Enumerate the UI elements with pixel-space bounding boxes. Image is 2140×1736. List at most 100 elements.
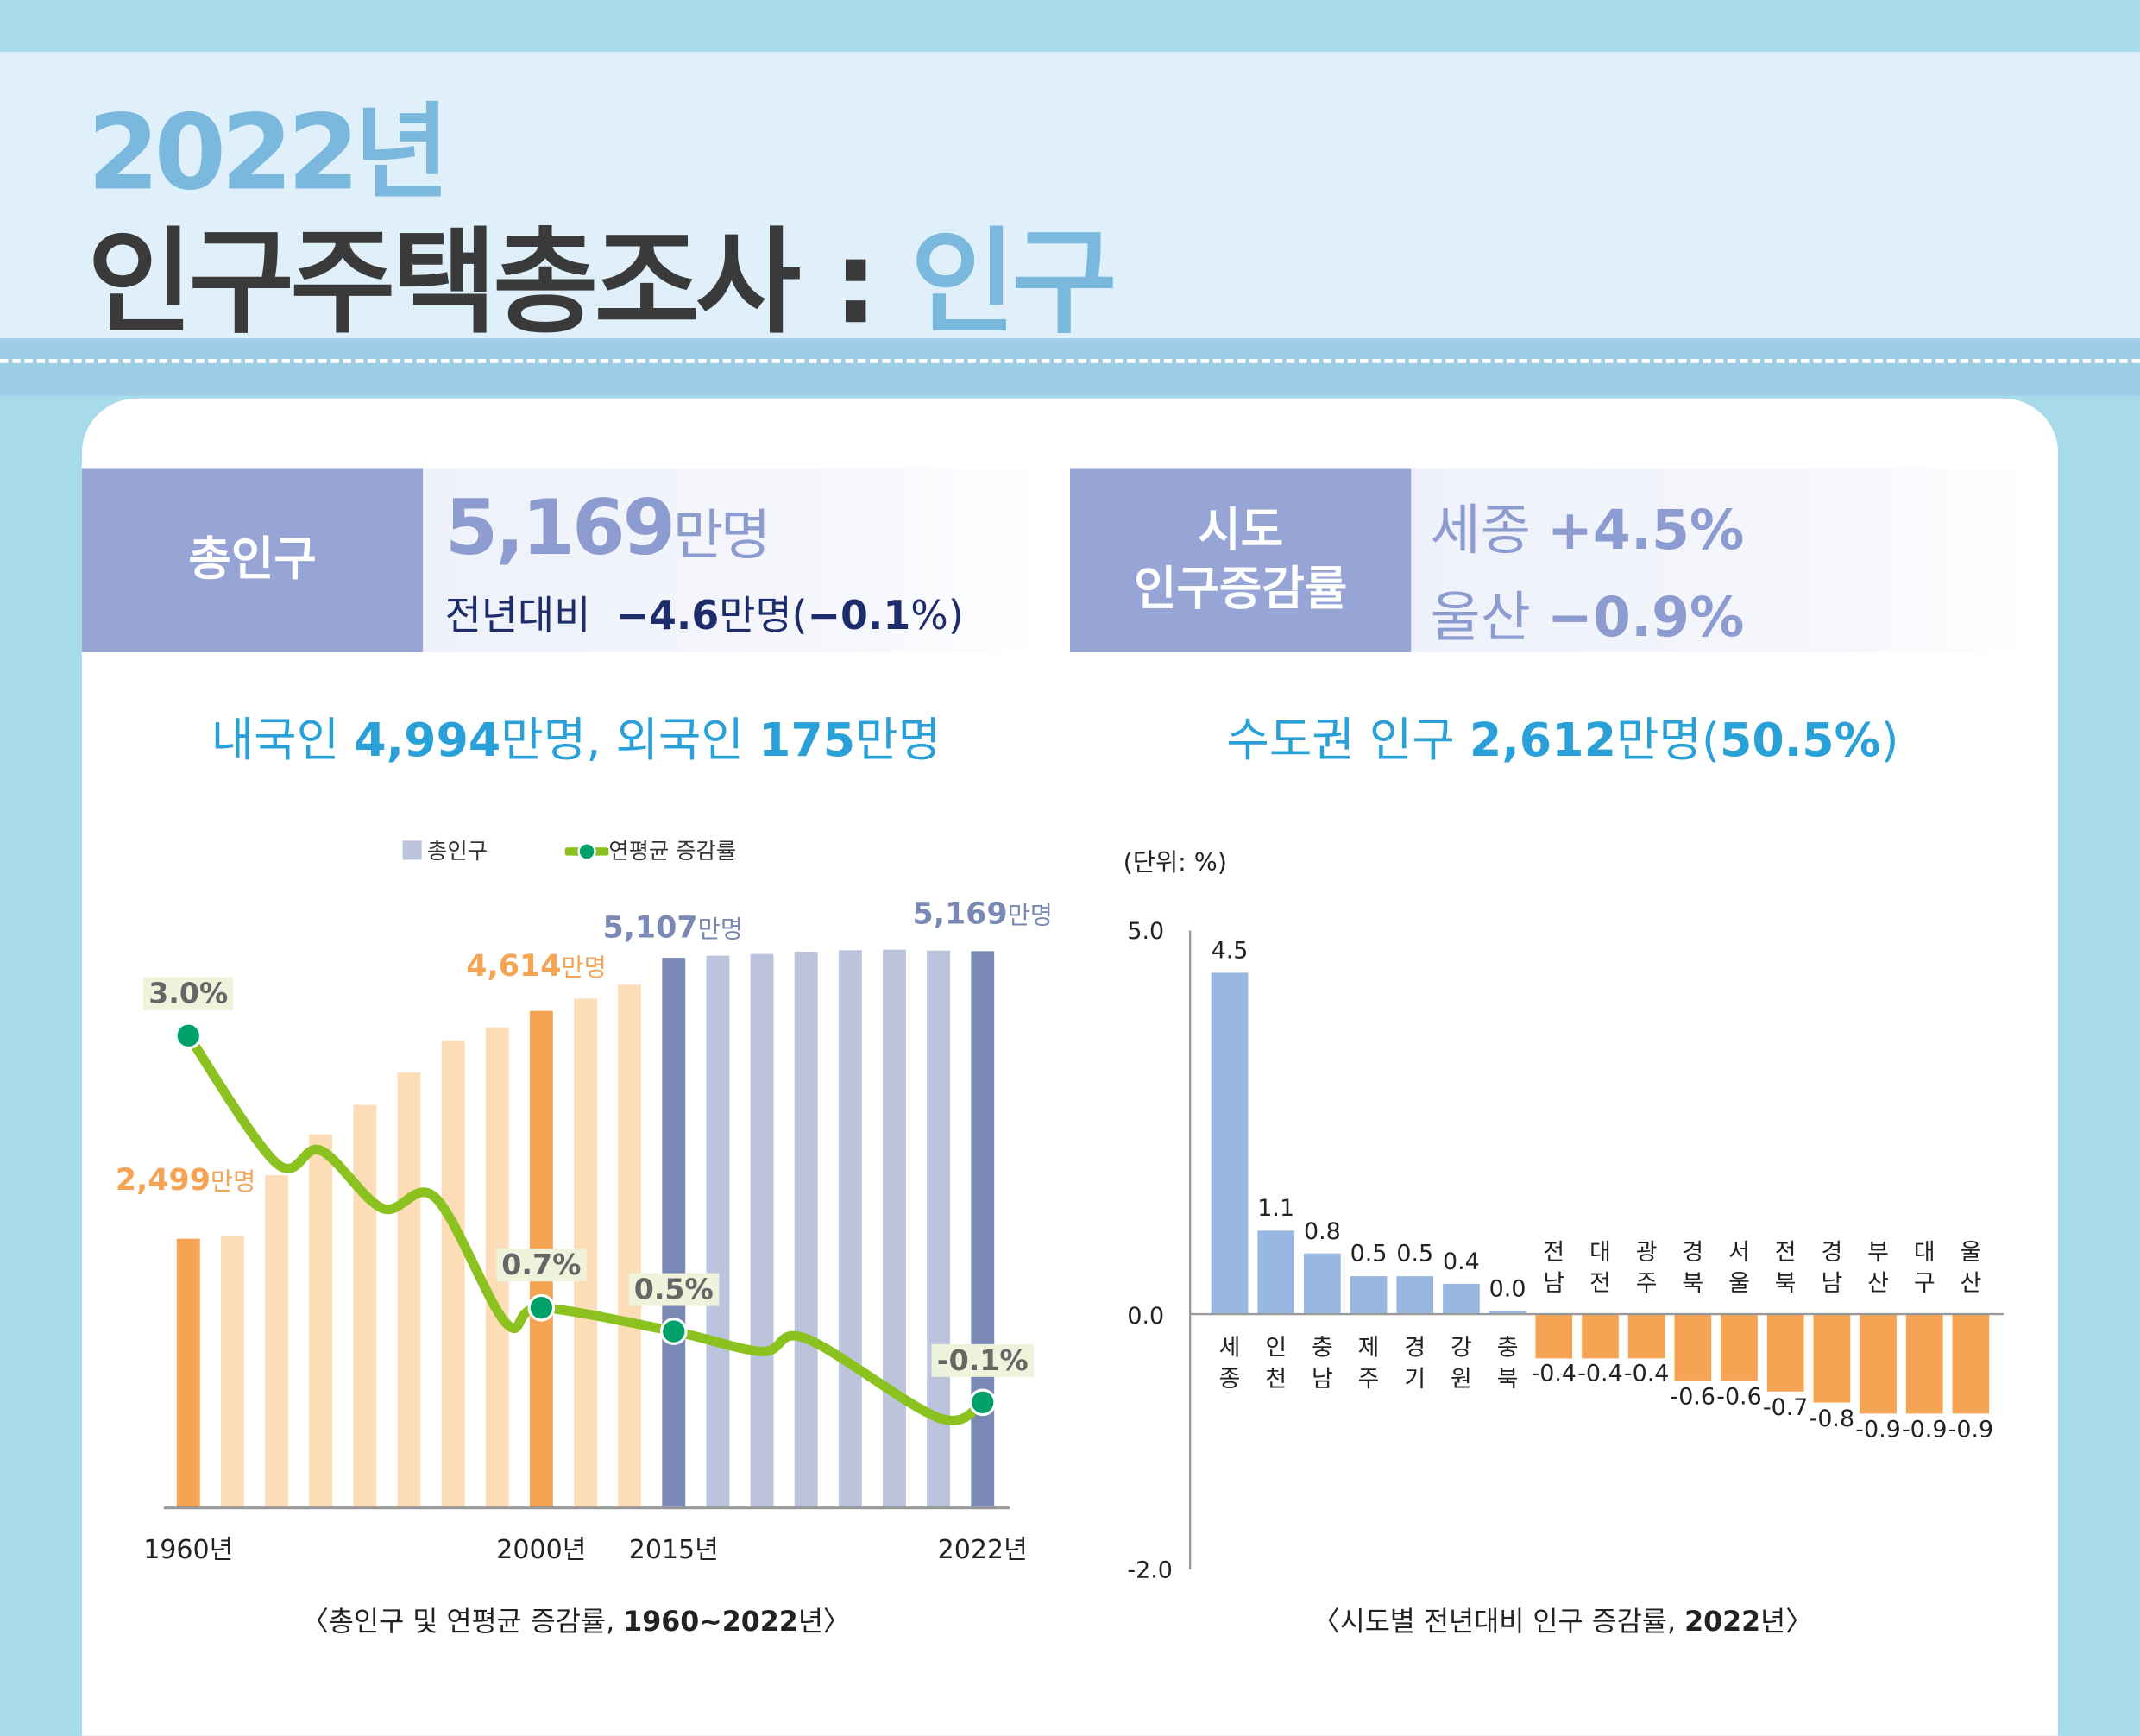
region-bar-세종 [1211,972,1249,1315]
total-number: 5,169 [444,484,677,574]
region-value-label: 0.0 [1489,1275,1526,1304]
population-bar-1966 [220,1235,244,1508]
growth-rate-point-2000 [527,1293,556,1322]
region-value-label: -0.9 [1948,1416,1994,1444]
y-tick-label: 0.0 [1127,1303,1165,1331]
x-tick-label: 1960년 [143,1535,234,1566]
value-number: 4,614 [466,949,562,984]
region-value-label: -0.9 [1855,1416,1901,1444]
regional-top: 세종 +4.5% [1431,486,1745,565]
unit-label: (단위: %) [1123,848,1227,877]
population-bar-2017 [750,953,774,1508]
population-bar-1975 [309,1134,333,1508]
sub-text: 수도권 인구 [1226,714,1470,769]
growth-rate-label: 3.0% [142,977,234,1010]
x-tick-label: 2000년 [496,1535,587,1566]
region-value-label: 1.1 [1257,1195,1295,1223]
caption-text: 〈총인구 및 연평균 증감률, [301,1604,624,1638]
regional-label-2: 인구증감률 [1133,561,1348,617]
region-value-label: 0.5 [1396,1240,1434,1268]
top-value: +4.5% [1546,499,1745,563]
yoy-pct: −0.1 [807,592,911,639]
yoy-tail: %) [910,592,964,639]
population-bar-1985 [397,1072,421,1508]
x-tick-label: 2015년 [628,1535,719,1566]
top-region: 세종 [1430,499,1531,563]
caption-bold: 1960~2022 [623,1604,798,1638]
population-bar-2015 [662,958,686,1508]
title-main: 인구주택총조사 : [87,215,878,349]
sub-value: 175 [758,714,856,769]
sub-value: 4,994 [354,714,501,769]
sub-text: ) [1880,714,1899,769]
region-bar-강원 [1443,1283,1480,1315]
region-value-label: 0.5 [1350,1240,1388,1268]
sub-value: 2,612 [1469,714,1617,769]
value-number: 5,107 [602,911,698,947]
sub-value: 50.5% [1719,714,1881,769]
legend-bar-swatch [402,840,422,860]
population-bar-1970 [265,1175,288,1508]
left-subtitle: 내국인 4,994만명, 외국인 175만명 [211,703,941,770]
population-bar-2016 [706,955,730,1508]
regional-bottom: 울산 −0.9% [1431,573,1745,652]
region-bar-대전 [1582,1314,1619,1359]
title-highlight: 인구 [910,215,1117,349]
region-value-label: -0.4 [1577,1361,1623,1389]
value-number: 5,169 [912,897,1008,933]
region-bar-인천 [1257,1230,1295,1315]
region-bar-서울 [1721,1314,1758,1381]
population-bar-2019 [838,950,862,1508]
total-value: 5,169만명 [444,484,771,574]
caption-text: 〈시도별 전년대비 인구 증감률, [1312,1604,1685,1638]
value-unit: 만명 [561,953,607,983]
header-year: 2022년 [87,91,450,213]
region-bar-전북 [1766,1314,1804,1392]
regional-panel [1411,468,2027,653]
sub-text: 만명, 외국인 [500,714,758,769]
region-value-label: -0.7 [1762,1393,1809,1422]
region-value-label: -0.6 [1716,1383,1762,1411]
bottom-value: −0.9% [1546,587,1745,650]
region-value-label: -0.4 [1531,1361,1577,1389]
legend-line: 연평균 증감률 [563,833,737,865]
region-bar-제주 [1350,1276,1388,1315]
region-bar-울산 [1952,1314,1990,1414]
caption-bold: 2022 [1684,1604,1761,1638]
region-value-label: 0.4 [1443,1248,1480,1276]
growth-rate-line [183,1030,988,1425]
legend-bar-label: 총인구 [427,838,488,865]
sub-text: 내국인 [211,714,355,769]
population-bar-2020 [883,949,906,1508]
region-bar-경기 [1396,1276,1434,1315]
region-value-label: 0.8 [1303,1217,1341,1246]
value-number: 2,499 [115,1164,211,1198]
dashed-divider [0,358,2140,363]
bottom-region: 울산 [1430,587,1531,650]
total-panel [423,468,1038,653]
regional-label-box: 시도 인구증감률 [1069,468,1412,653]
region-value-label: -0.4 [1623,1361,1670,1389]
region-bar-부산 [1860,1314,1897,1414]
caption-tail: 년〉 [1760,1604,1813,1638]
population-value-label: 5,107만명 [602,910,743,947]
y-tick-label: 5.0 [1127,918,1165,947]
region-value-label: 4.5 [1211,937,1249,965]
legend-line-label: 연평균 증감률 [608,838,737,865]
x-tick-label: 2022년 [937,1535,1028,1566]
population-value-label: 5,169만명 [912,896,1053,933]
population-bar-2010 [618,984,642,1508]
value-unit: 만명 [697,915,743,945]
